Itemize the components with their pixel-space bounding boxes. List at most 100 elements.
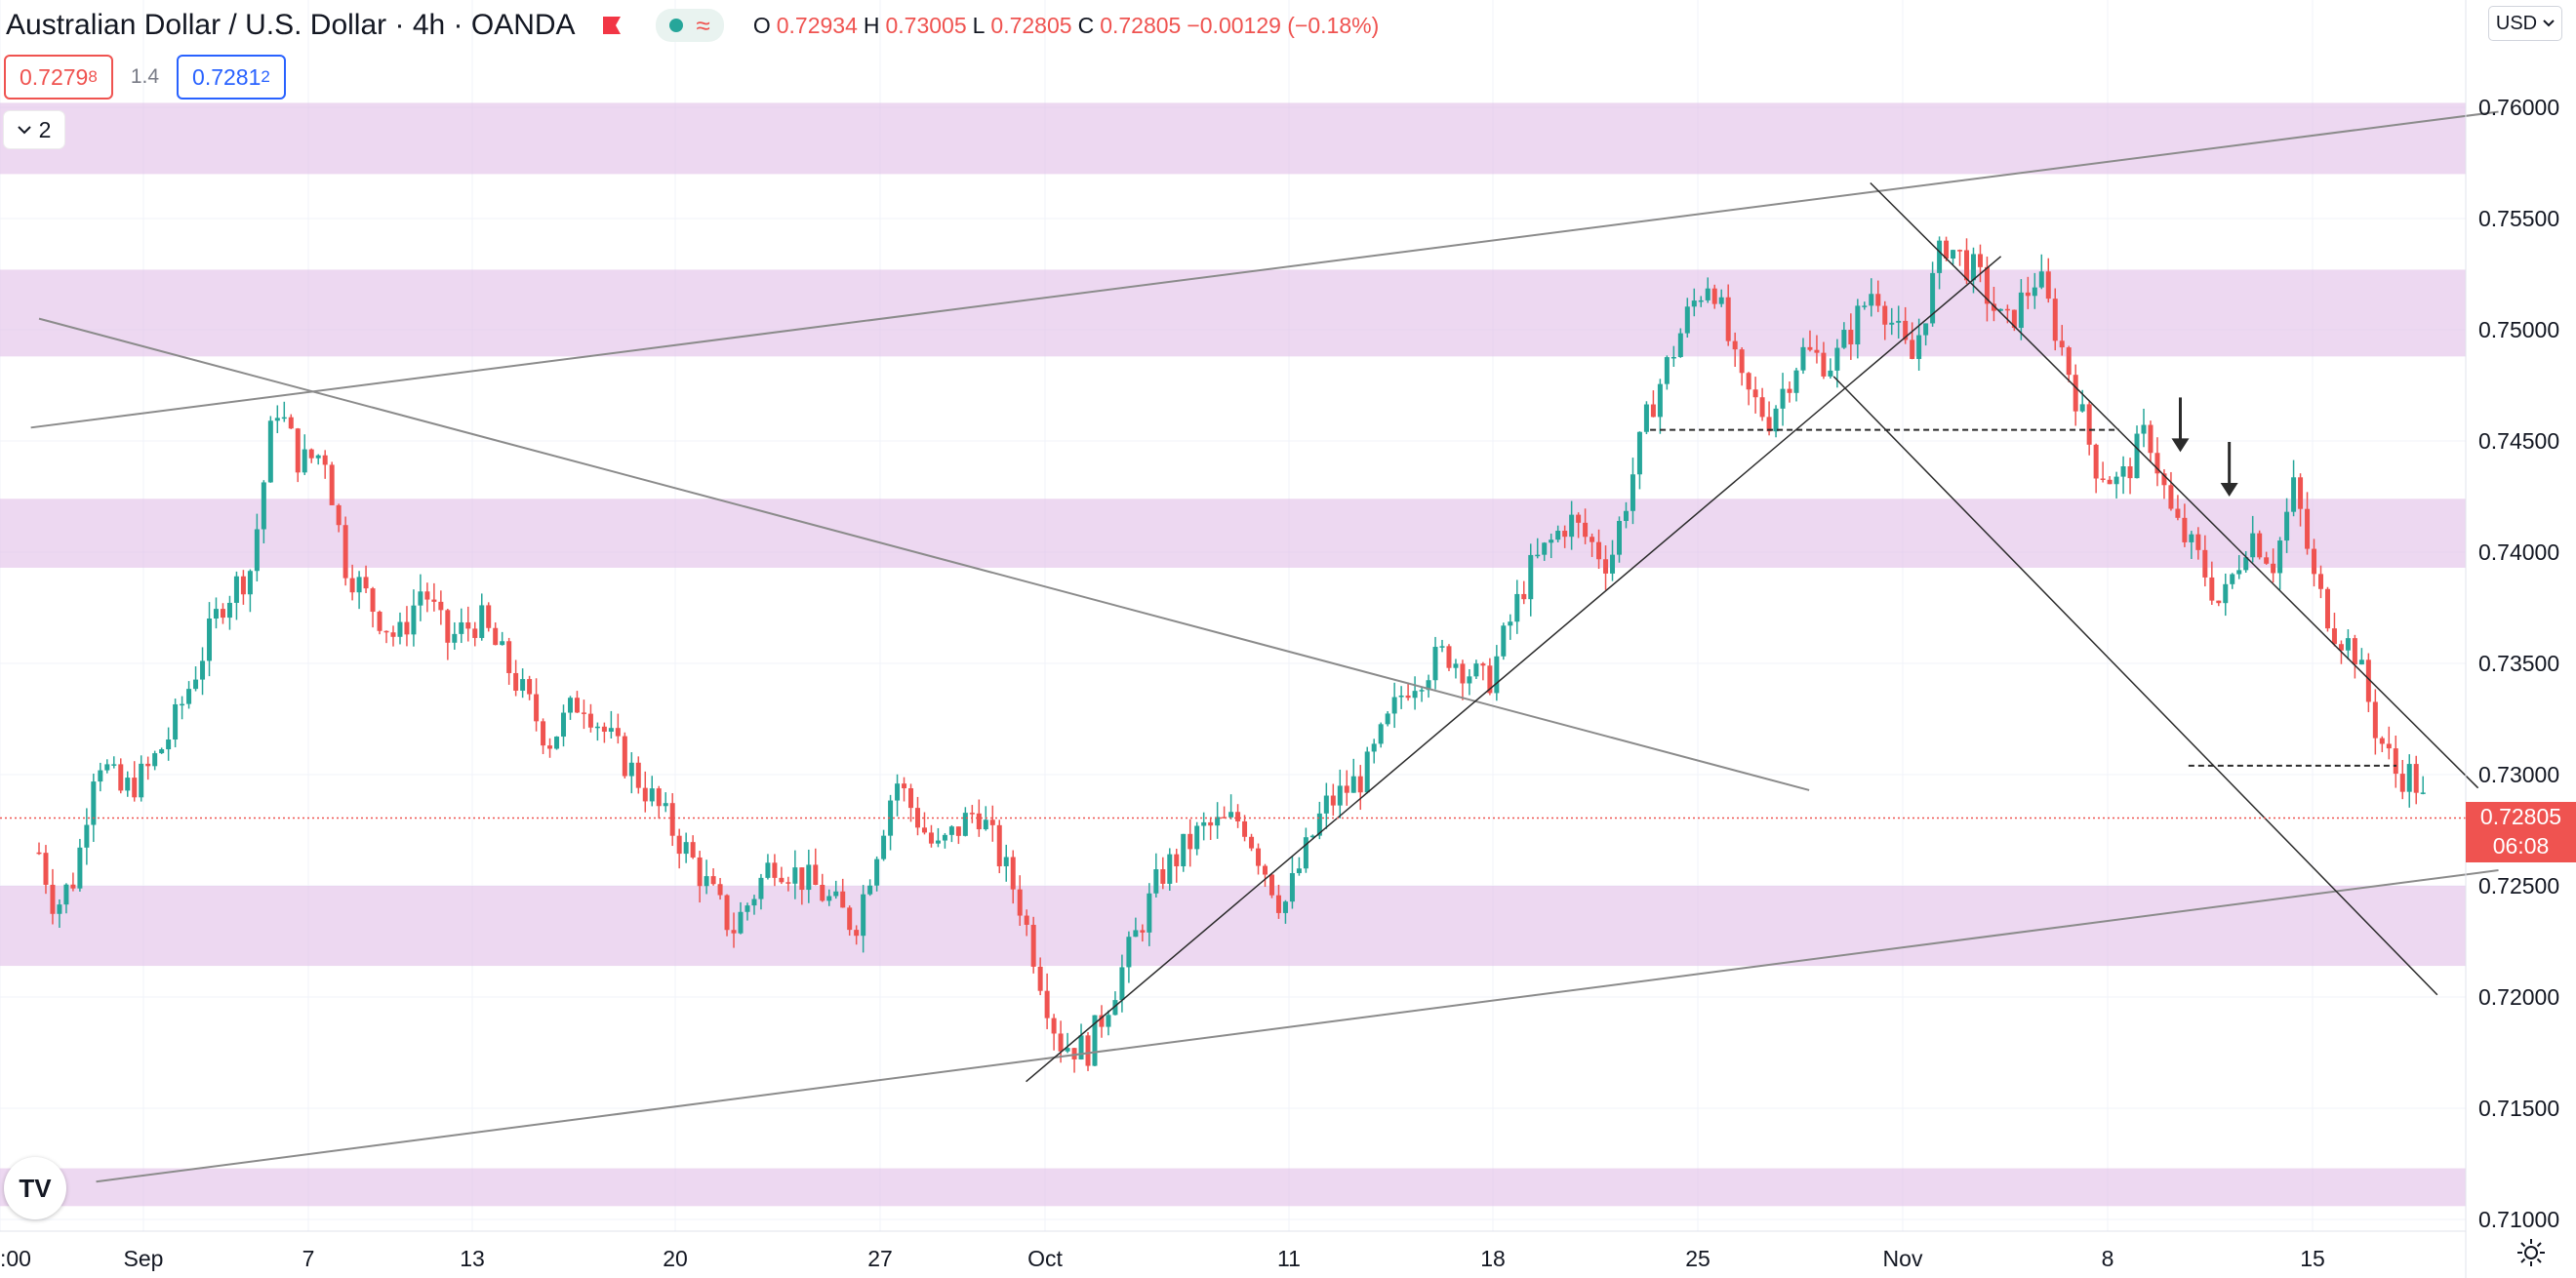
candle-up <box>1514 593 1520 622</box>
candle-up <box>1841 330 1847 348</box>
candle-up <box>1800 346 1806 371</box>
candle-down <box>1344 785 1349 793</box>
candle-up <box>895 783 901 801</box>
candle-up <box>1426 680 1431 691</box>
candle-up <box>2018 292 2024 329</box>
candle-up <box>166 739 172 750</box>
candle-up <box>1167 854 1173 884</box>
candle-up <box>233 576 239 603</box>
candle-down <box>1746 373 1751 390</box>
candle-down <box>785 882 791 884</box>
broker-name: OANDA <box>470 9 576 41</box>
sell-price: 0.7279 <box>20 64 89 90</box>
candle-up <box>2141 424 2147 434</box>
market-status[interactable]: ≈ <box>655 9 724 42</box>
candle-down <box>1235 812 1241 821</box>
flag-icon[interactable] <box>601 15 623 36</box>
candle-down <box>1875 294 1881 306</box>
price-axis[interactable]: 0.76000 0.75500 0.75000 0.74500 0.74000 0.735… <box>2478 95 2559 1232</box>
candle-down <box>2052 299 2058 341</box>
candle-up <box>1916 335 1922 359</box>
candle-down <box>2372 701 2378 739</box>
candle-up <box>1078 1035 1084 1059</box>
spread-value: 1.4 <box>130 65 160 88</box>
candle-down <box>295 428 301 473</box>
wave-icon: ≈ <box>696 11 710 40</box>
candle-up <box>302 449 307 473</box>
time-axis[interactable]: :00 Sep 7 13 20 27 Oct 11 18 25 Nov 8 15 <box>0 1246 2325 1271</box>
candle-up <box>207 619 213 661</box>
candle-down <box>1576 514 1582 523</box>
candle-up <box>2134 433 2140 479</box>
candle-up <box>561 712 567 738</box>
candle-down <box>1480 663 1486 666</box>
candlestick-series <box>36 236 2426 1073</box>
candle-down <box>1024 915 1029 925</box>
candle-down <box>1732 340 1738 350</box>
buy-button[interactable]: 0.72812 <box>177 55 286 100</box>
price-tick-label: 0.74500 <box>2478 428 2559 454</box>
candle-down <box>513 672 519 691</box>
candle-up <box>1930 272 1936 324</box>
sell-button[interactable]: 0.72798 <box>4 55 113 100</box>
candle-down <box>1562 531 1568 538</box>
candle-down <box>581 712 586 714</box>
candle-down <box>2100 478 2106 480</box>
time-tick-label: 20 <box>663 1246 688 1271</box>
candle-up <box>1282 901 1288 913</box>
candle-down <box>288 417 294 429</box>
candle-down <box>1814 349 1820 353</box>
candle-down <box>1848 330 1854 345</box>
candle-up <box>1378 724 1384 744</box>
candle-up <box>1698 300 1704 302</box>
tradingview-logo-icon[interactable]: TV <box>4 1157 66 1219</box>
candle-up <box>1065 1048 1070 1052</box>
candle-down <box>2352 638 2357 665</box>
candle-up <box>459 621 464 634</box>
candle-down <box>2318 574 2324 589</box>
symbol-title[interactable]: Australian Dollar / U.S. Dollar · 4h · O… <box>6 9 576 42</box>
candle-up <box>1419 690 1425 692</box>
price-tick-label: 0.71500 <box>2478 1096 2559 1121</box>
candle-down <box>854 930 860 937</box>
rising-channel-lower-line <box>96 869 2499 1183</box>
candle-up <box>1467 676 1472 684</box>
candle-up <box>1780 388 1786 409</box>
candle-down <box>1882 305 1888 325</box>
candle-up <box>1201 821 1207 826</box>
currency-selector[interactable]: USD <box>2488 6 2562 41</box>
price-tick-label: 0.75500 <box>2478 206 2559 231</box>
candle-up <box>500 641 505 646</box>
candle-up <box>200 660 206 680</box>
candle-up <box>77 847 83 889</box>
candle-down <box>2025 292 2031 297</box>
candle-down <box>2127 465 2133 479</box>
indicators-count: 2 <box>38 116 52 142</box>
candle-up <box>111 764 117 766</box>
candle-down <box>1739 349 1745 374</box>
candle-down <box>2393 748 2398 775</box>
candle-up <box>1535 554 1541 557</box>
candle-up <box>1181 833 1187 866</box>
gear-icon[interactable] <box>2516 1237 2547 1268</box>
candle-up <box>57 904 62 914</box>
indicators-toggle-button[interactable]: 2 <box>4 111 64 148</box>
candle-down <box>1222 817 1228 819</box>
candle-up <box>608 728 614 733</box>
candle-up <box>1569 514 1575 538</box>
candle-up <box>1773 408 1779 432</box>
candle-down <box>2365 659 2371 702</box>
candle-down <box>2175 508 2181 518</box>
candle-up <box>554 737 560 749</box>
candle-down <box>1058 1033 1064 1052</box>
candle-down <box>642 787 648 802</box>
candle-down <box>2045 271 2051 300</box>
down-arrow-icon <box>2220 483 2238 497</box>
candle-up <box>2038 271 2044 288</box>
candle-down <box>847 907 853 931</box>
candle-up <box>1630 474 1635 511</box>
candle-down <box>2399 774 2405 792</box>
candle-up <box>139 763 144 798</box>
candle-up <box>315 455 321 459</box>
